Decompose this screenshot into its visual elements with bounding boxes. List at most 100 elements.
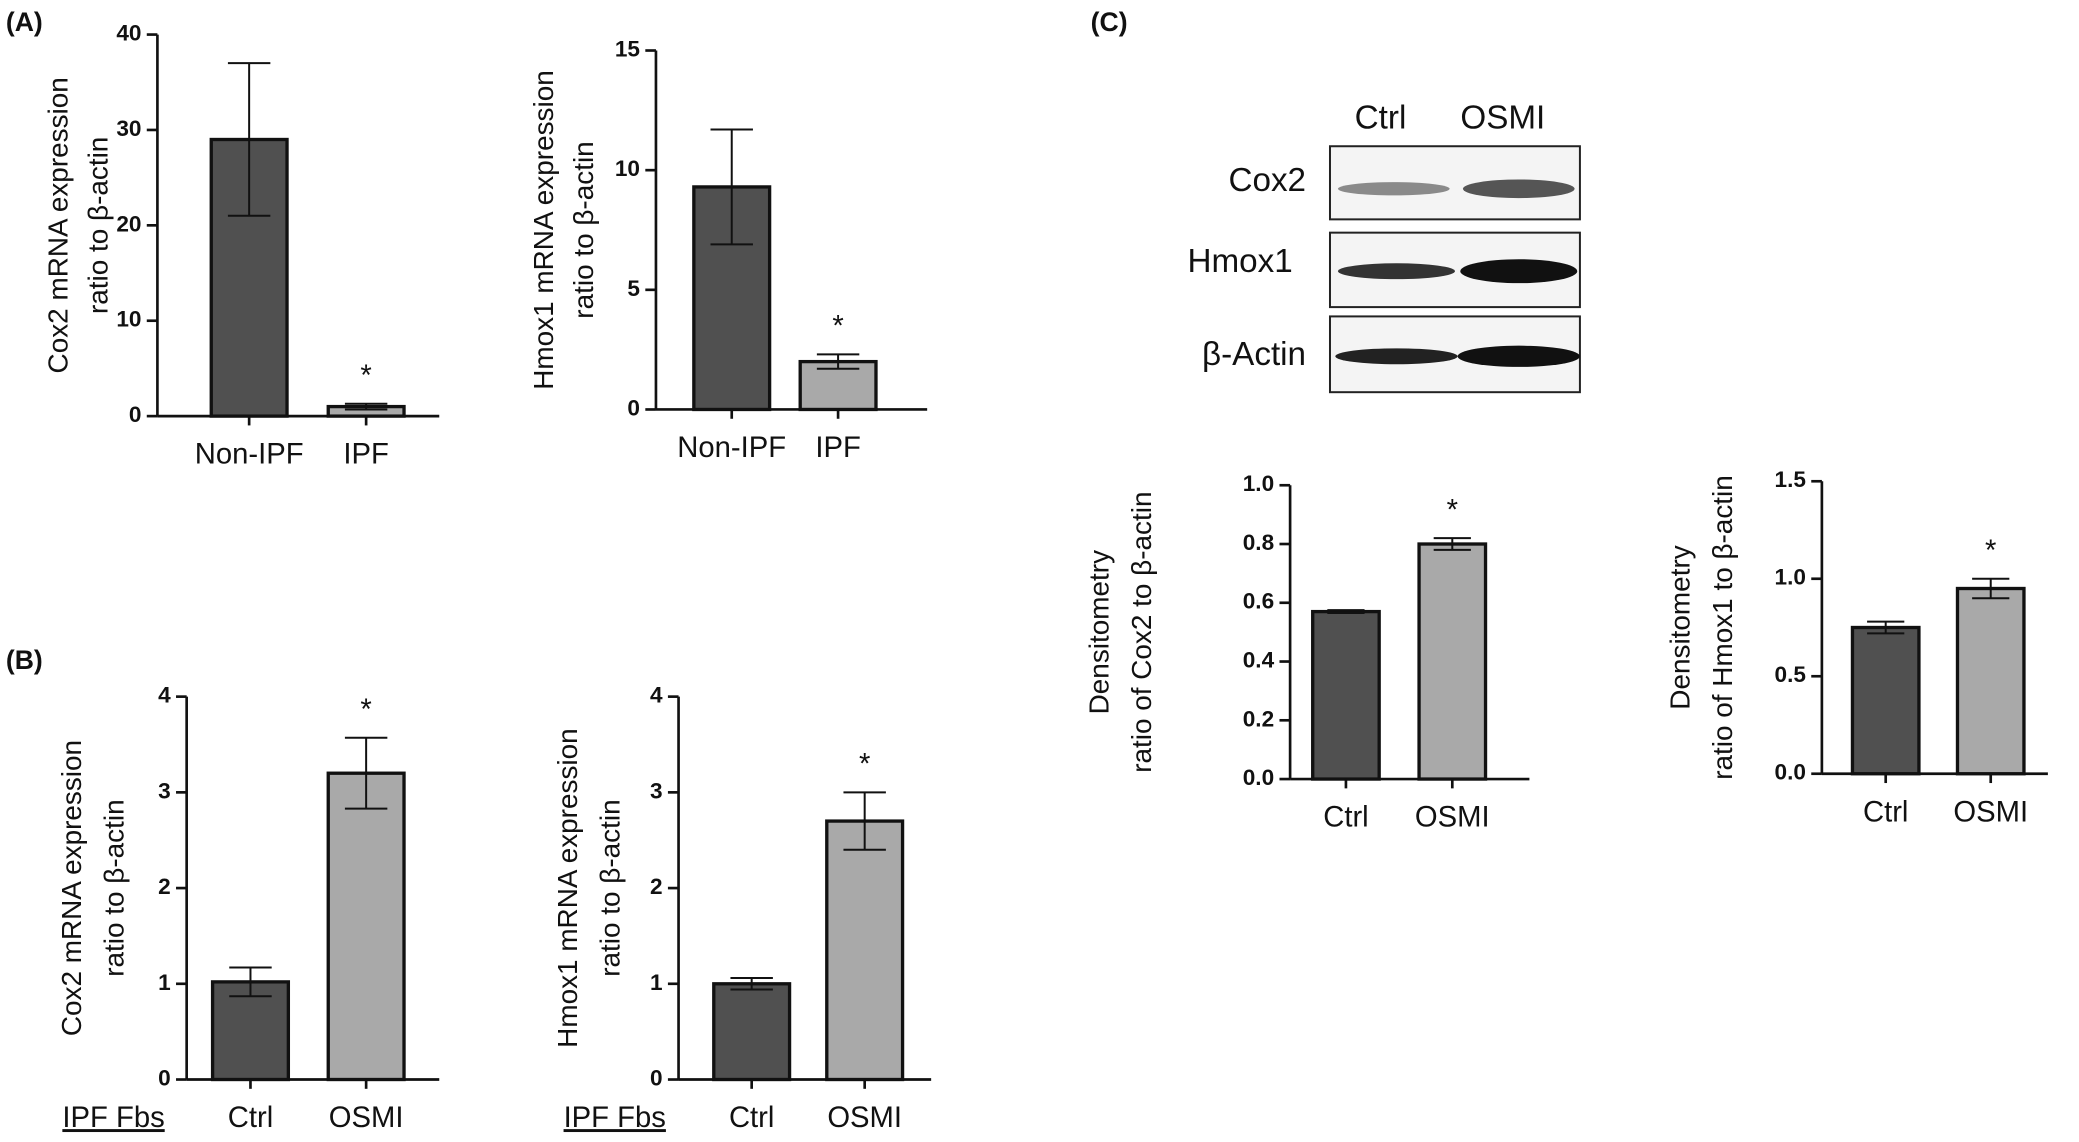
y-tick-label: 0 <box>627 395 640 420</box>
panel-label: (A) <box>6 7 43 37</box>
band <box>1457 345 1580 367</box>
y-tick-label: 5 <box>627 276 640 301</box>
error-bar <box>344 402 388 411</box>
y-tick-label: 0.0 <box>1775 760 1806 785</box>
error-bar <box>730 977 773 991</box>
y-tick-label: 15 <box>615 36 640 61</box>
y-axis-label: Cox2 mRNA expression <box>43 77 74 373</box>
bar <box>210 980 291 1082</box>
x-tick-label: Non-IPF <box>195 439 304 471</box>
x-tick-label: IPF <box>815 432 860 464</box>
y-axis-label: Hmox1 mRNA expression <box>552 728 583 1047</box>
x-tick-label: Ctrl <box>228 1102 273 1134</box>
bar <box>326 771 406 1082</box>
y-tick-label: 0.2 <box>1243 706 1274 731</box>
x-tick-label: Non-IPF <box>677 432 786 464</box>
y-tick-label: 4 <box>650 683 663 708</box>
group-label: IPF Fbs <box>62 1102 164 1134</box>
y-tick-label: 0.6 <box>1243 589 1274 614</box>
y-tick-label: 1.5 <box>1775 467 1806 492</box>
y-axis-label: ratio to β-actin <box>83 137 114 314</box>
x-tick-label: Ctrl <box>1323 802 1368 834</box>
error-bar <box>816 353 860 370</box>
band <box>1337 182 1450 196</box>
y-tick-label: 0.5 <box>1775 662 1806 687</box>
lane-label: OSMI <box>1460 99 1545 136</box>
error-bar <box>229 966 272 998</box>
bar <box>712 982 792 1082</box>
significance-mark: * <box>1447 494 1458 526</box>
y-axis-label: ratio to β-actin <box>568 141 599 318</box>
y-tick-label: 1 <box>158 970 171 995</box>
bar-chart: 0.0 0.5 1.0 1.5 Densitometry ratio of Hmox1 t… <box>1665 467 2048 828</box>
significance-mark: * <box>832 311 843 343</box>
band-label: Hmox1 <box>1188 243 1293 280</box>
error-bar <box>843 791 886 851</box>
y-tick-label: 3 <box>158 778 171 803</box>
western-blot: Ctrl OSMI Cox2 Hmox1 β-Actin <box>1188 99 1581 394</box>
bar <box>1955 586 2026 776</box>
y-tick-label: 40 <box>116 21 141 46</box>
error-bar <box>227 62 271 217</box>
x-tick-label: IPF <box>343 439 388 471</box>
bar <box>825 819 905 1082</box>
error-bar <box>1972 577 2010 600</box>
y-tick-label: 0.4 <box>1243 648 1275 673</box>
significance-mark: * <box>859 748 870 780</box>
band <box>1337 263 1455 280</box>
x-tick-label: OSMI <box>827 1102 902 1134</box>
x-tick-label: Ctrl <box>729 1102 774 1134</box>
x-tick-label: OSMI <box>329 1102 404 1134</box>
y-tick-label: 0 <box>158 1065 171 1090</box>
error-bar <box>1327 609 1365 615</box>
panel-label: (C) <box>1091 7 1128 37</box>
bar-chart: 0 5 10 15 Hmox1 mRNA expression ratio to β-ac… <box>528 36 928 464</box>
lane-label: Ctrl <box>1355 99 1407 136</box>
y-tick-label: 10 <box>615 156 640 181</box>
y-axis-label: Densitometry <box>1084 550 1115 714</box>
significance-mark: * <box>1985 535 1996 567</box>
y-tick-label: 3 <box>650 778 663 803</box>
bar <box>1850 625 1921 776</box>
y-axis-label: ratio of Hmox1 to β-actin <box>1707 475 1738 780</box>
y-axis-label: Densitometry <box>1665 545 1696 709</box>
band <box>1335 348 1458 365</box>
x-tick-label: OSMI <box>1953 796 2028 828</box>
x-tick-label: Ctrl <box>1863 796 1908 828</box>
y-tick-label: 10 <box>116 307 141 332</box>
y-tick-label: 0.8 <box>1243 530 1274 555</box>
significance-mark: * <box>360 360 371 392</box>
y-axis-label: Cox2 mRNA expression <box>56 740 87 1036</box>
y-tick-label: 4 <box>158 683 171 708</box>
band <box>1462 179 1575 199</box>
x-tick-label: OSMI <box>1415 802 1490 834</box>
bar <box>1417 542 1488 781</box>
bar <box>1311 609 1381 781</box>
significance-mark: * <box>360 694 371 726</box>
band-label: Cox2 <box>1228 162 1306 199</box>
bar-chart: 0.0 0.2 0.4 0.6 0.8 1.0 Densitometry ratio of C… <box>1084 471 1530 834</box>
group-label: IPF Fbs <box>564 1102 666 1134</box>
y-tick-label: 1 <box>650 970 663 995</box>
error-bar <box>710 128 753 246</box>
y-tick-label: 30 <box>116 116 141 141</box>
bar-chart: 0 1 2 3 4 Cox2 mRNA expression ratio to β-acti… <box>56 683 440 1134</box>
y-axis-label: ratio to β-actin <box>594 799 625 976</box>
panel-label: (B) <box>6 645 43 675</box>
y-tick-label: 0 <box>650 1065 663 1090</box>
y-tick-label: 0 <box>129 402 142 427</box>
y-tick-label: 1.0 <box>1243 471 1274 496</box>
bar-chart: 0 1 2 3 4 Hmox1 mRNA expression ratio to β-act… <box>552 683 932 1134</box>
y-axis-label: ratio to β-actin <box>99 799 130 976</box>
y-tick-label: 20 <box>116 211 141 236</box>
bar-chart: 0 10 20 30 40 Cox2 mRNA expression ratio to β-… <box>43 21 440 471</box>
y-axis-label: Hmox1 mRNA expression <box>528 70 559 389</box>
y-tick-label: 2 <box>650 874 663 899</box>
y-axis-label: ratio of Cox2 to β-actin <box>1126 492 1157 773</box>
y-tick-label: 1.0 <box>1775 565 1806 590</box>
band <box>1460 259 1578 284</box>
error-bar <box>344 736 388 810</box>
error-bar <box>1433 537 1471 551</box>
band-label: β-Actin <box>1202 336 1306 373</box>
